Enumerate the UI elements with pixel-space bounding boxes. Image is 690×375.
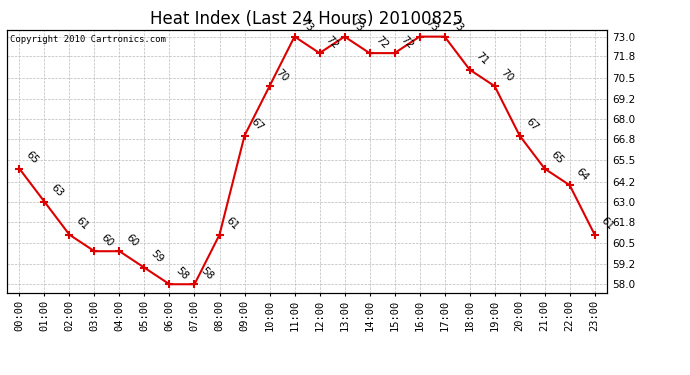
- Text: 73: 73: [348, 17, 365, 34]
- Text: 59: 59: [148, 249, 165, 265]
- Text: Copyright 2010 Cartronics.com: Copyright 2010 Cartronics.com: [10, 35, 166, 44]
- Text: 64: 64: [574, 166, 590, 182]
- Text: 72: 72: [374, 34, 390, 50]
- Text: 60: 60: [99, 232, 115, 249]
- Title: Heat Index (Last 24 Hours) 20100825: Heat Index (Last 24 Hours) 20100825: [150, 10, 464, 28]
- Text: 72: 72: [399, 34, 415, 50]
- Text: 65: 65: [23, 150, 40, 166]
- Text: 73: 73: [299, 17, 315, 34]
- Text: 65: 65: [549, 150, 565, 166]
- Text: 61: 61: [74, 216, 90, 232]
- Text: 70: 70: [274, 67, 290, 83]
- Text: 60: 60: [124, 232, 140, 249]
- Text: 67: 67: [248, 117, 265, 133]
- Text: 73: 73: [424, 17, 440, 34]
- Text: 67: 67: [524, 117, 540, 133]
- Text: 58: 58: [174, 265, 190, 282]
- Text: 61: 61: [224, 216, 240, 232]
- Text: 71: 71: [474, 50, 490, 67]
- Text: 70: 70: [499, 67, 515, 83]
- Text: 73: 73: [448, 17, 465, 34]
- Text: 61: 61: [599, 216, 615, 232]
- Text: 58: 58: [199, 265, 215, 282]
- Text: 72: 72: [324, 34, 340, 50]
- Text: 63: 63: [48, 183, 65, 199]
